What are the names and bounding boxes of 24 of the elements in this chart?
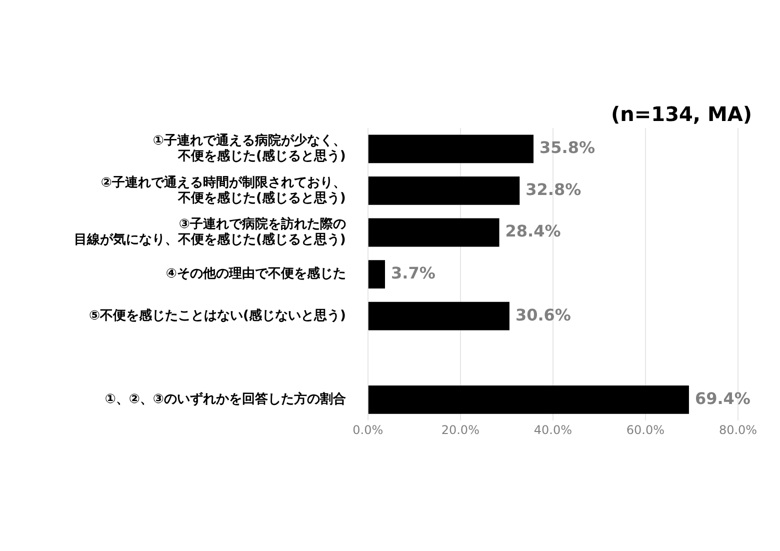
data-label: 69.4% <box>694 388 750 408</box>
y-tick-label: ①子連れで通える病院が少なく、不便を感じた(感じると思う) <box>152 132 346 164</box>
data-label: 28.4% <box>505 222 561 241</box>
bar <box>368 176 520 205</box>
bar <box>368 385 689 414</box>
x-tick-label: 60.0% <box>626 422 665 437</box>
x-tick-label: 0.0% <box>352 422 384 437</box>
bar <box>368 134 534 164</box>
data-label: 32.8% <box>526 180 582 199</box>
x-tick-label: 20.0% <box>441 422 480 437</box>
text: (n=134, MA) <box>611 102 752 126</box>
y-tick-label: ①、②、③のいずれかを回答した方の割合 <box>104 391 346 408</box>
data-label: 3.7% <box>391 263 436 282</box>
x-tick-label: 40.0% <box>534 422 572 437</box>
x-tick-label: 80.0% <box>718 422 758 437</box>
y-tick-label: ②子連れで通える時間が制限されており、不便を感じた(感じると思う) <box>100 174 346 206</box>
bar <box>368 260 385 289</box>
y-tick-label: ④その他の理由で不便を感じた <box>166 266 346 282</box>
data-label: 35.8% <box>540 138 596 158</box>
bar <box>368 302 510 330</box>
y-tick-label: ⑤不便を感じたことはない(感じないと思う) <box>88 307 346 324</box>
y-tick-label: ③子連れで病院を訪れた際の目線が気になり、不便を感じた(感じると思う) <box>74 216 346 248</box>
data-label: 30.6% <box>515 305 571 324</box>
bar <box>368 218 500 247</box>
